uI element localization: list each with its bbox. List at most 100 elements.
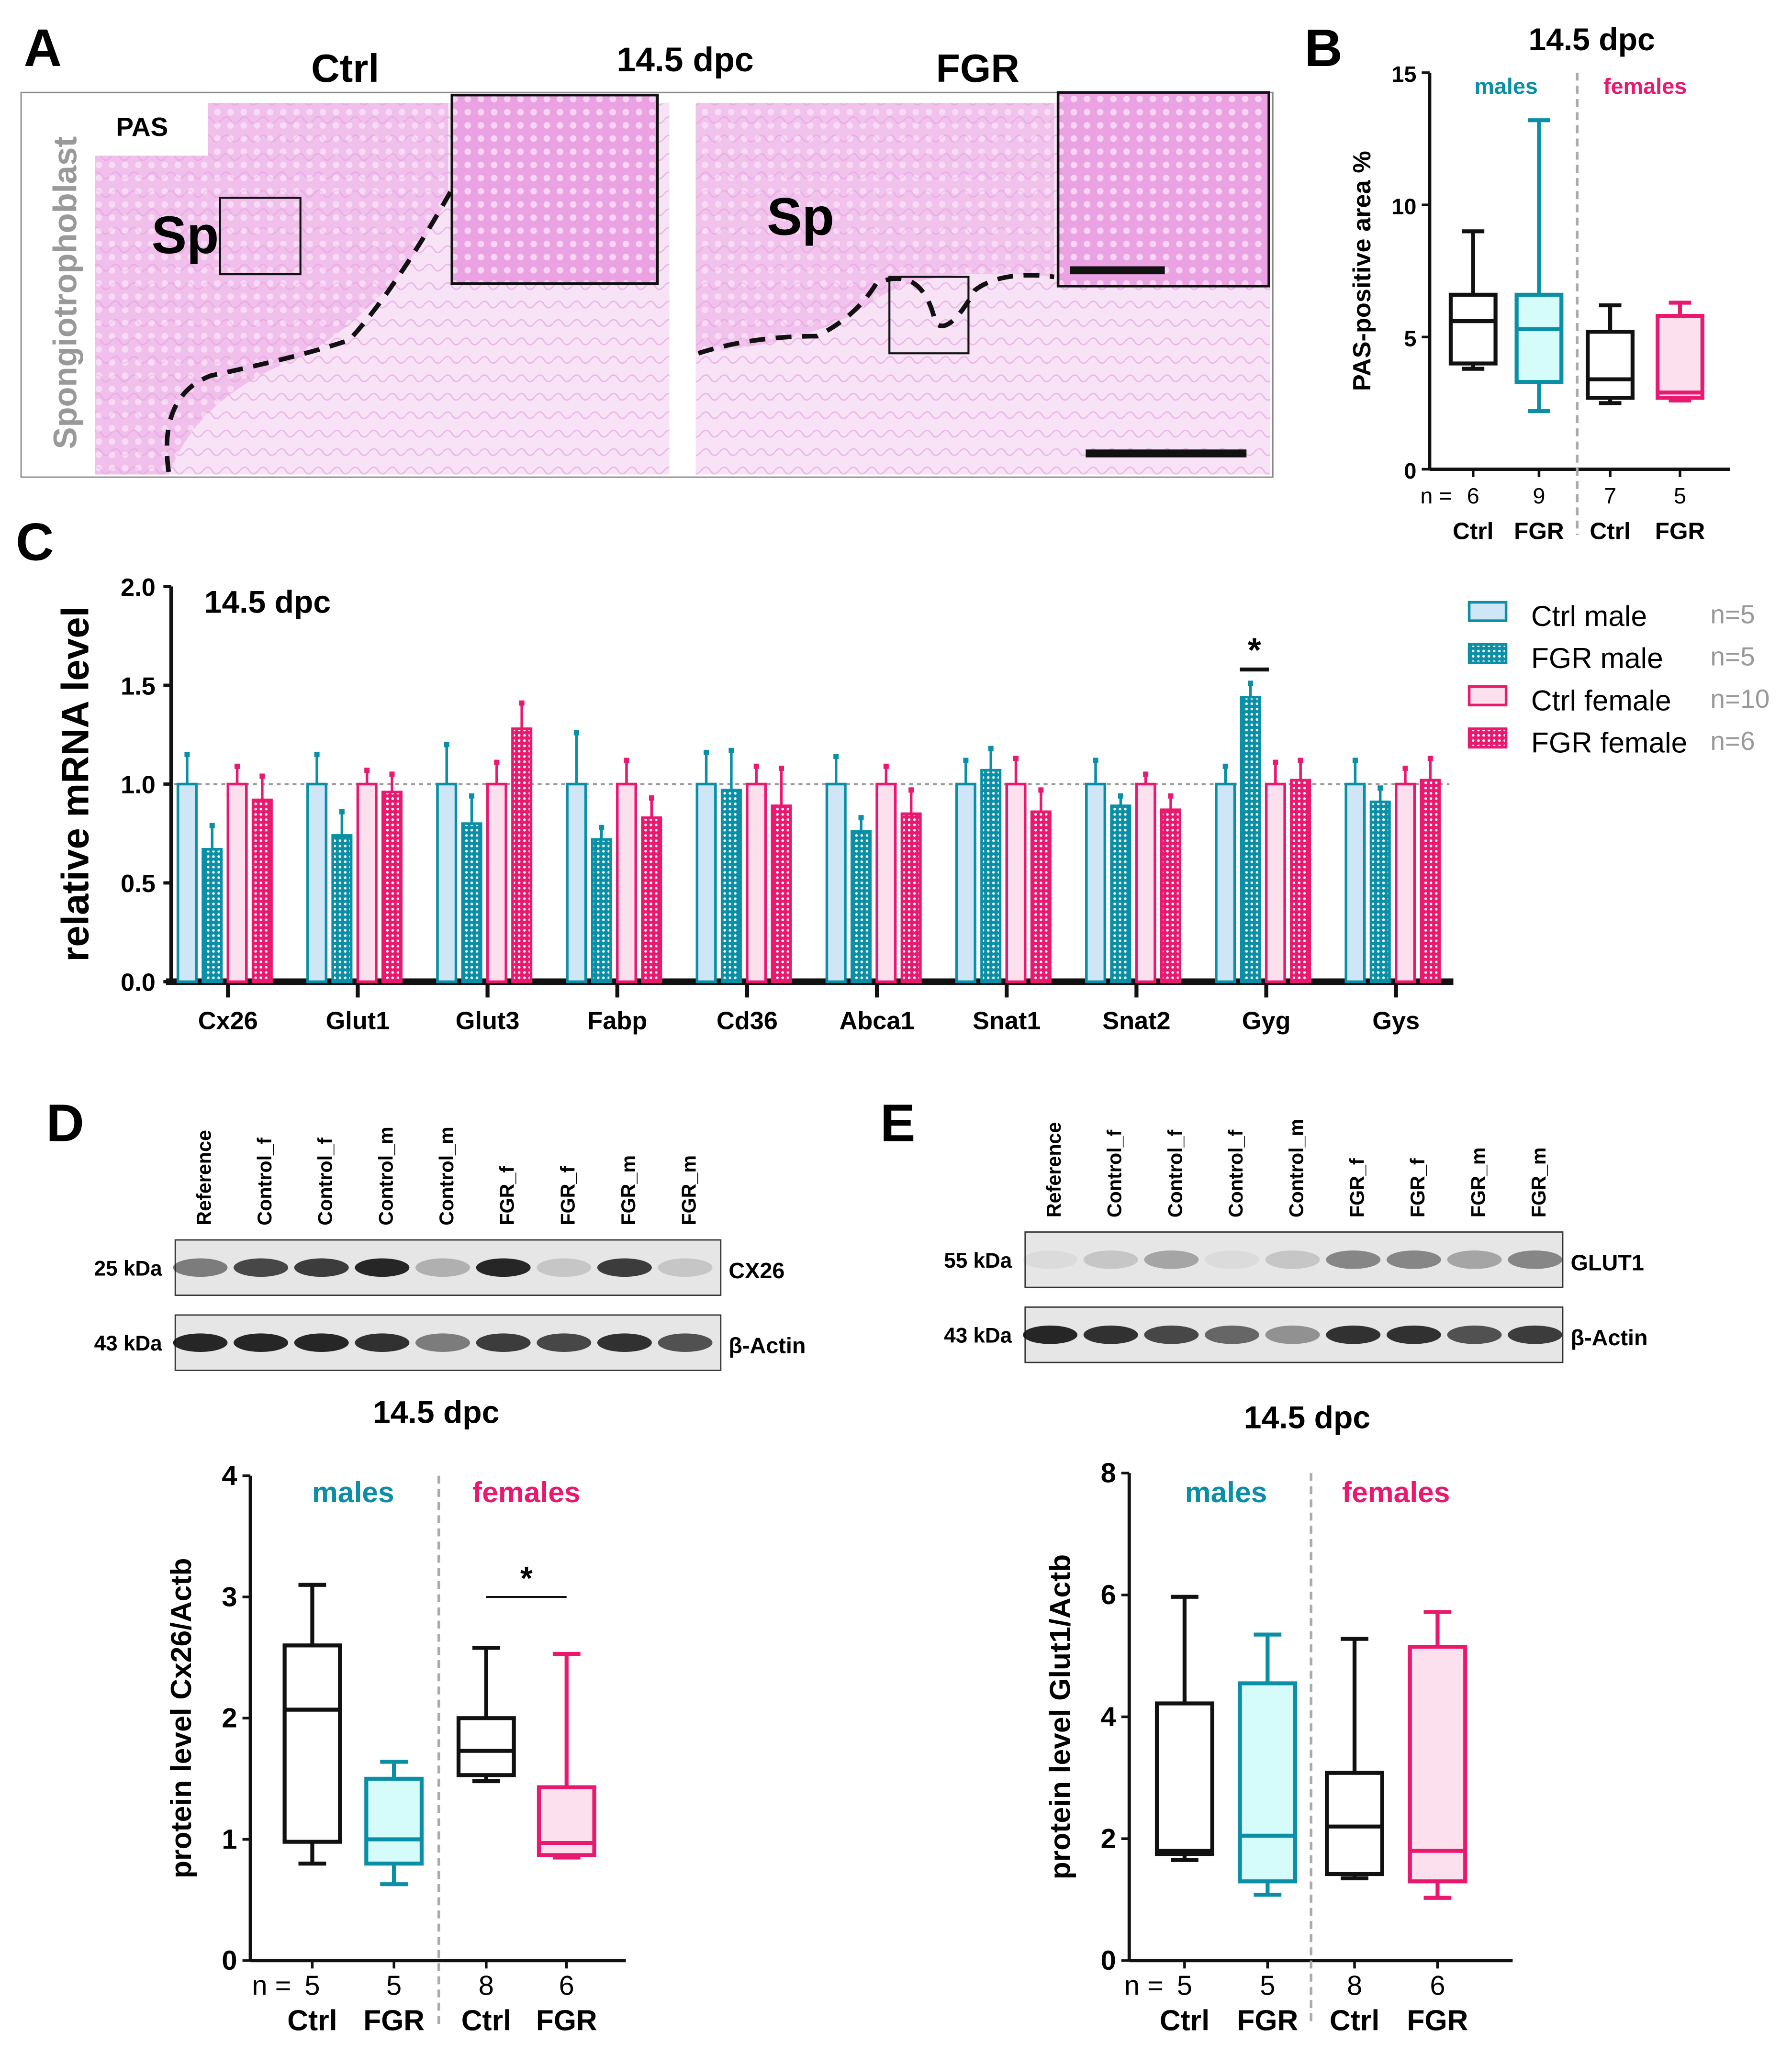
bar-ctrl-male: [1085, 782, 1107, 983]
group-x-label: FGR: [1237, 2004, 1298, 2037]
bar-fgr-male: [202, 848, 223, 983]
error-cap: [1352, 758, 1358, 763]
protein-label: CX26: [728, 1258, 784, 1283]
category-label: Glut1: [326, 1007, 390, 1035]
bar-fgr-male: [591, 838, 612, 983]
group-x-label: Ctrl: [1160, 2004, 1210, 2037]
n-value: 9: [1533, 483, 1545, 508]
box-male-fgr: [1238, 1632, 1298, 1897]
blot-band: [234, 1333, 289, 1352]
bar-fgr-female: [1030, 810, 1052, 983]
bar-ctrl-male: [306, 782, 328, 983]
bar-ctrl-female: [226, 782, 248, 983]
error-cap: [235, 763, 240, 769]
error-cap: [259, 773, 265, 779]
error-cap: [1298, 758, 1303, 763]
fgr-region-label: Sp: [767, 187, 834, 246]
lane-label: Control_f: [1104, 1129, 1126, 1217]
error-cap: [1402, 765, 1408, 771]
legend-n: n=10: [1710, 684, 1770, 714]
n-prefix: n =: [252, 1970, 291, 2001]
blot-band: [597, 1333, 652, 1352]
error-cap: [1168, 793, 1174, 799]
group-x-label: Ctrl: [287, 2004, 337, 2037]
n-value: 5: [1177, 1970, 1192, 2001]
bar-ctrl-male: [1215, 782, 1236, 983]
y-axis-label: protein level Cx26/Actb: [165, 1558, 197, 1878]
y-tick-label: 8: [1101, 1458, 1116, 1489]
side-label: Spongiotrophoblast: [47, 136, 84, 449]
error-cap: [1143, 771, 1149, 777]
ctrl-zoom-box: [219, 197, 302, 276]
lane-label: Control_f: [1164, 1129, 1186, 1217]
blot-band: [537, 1258, 592, 1277]
n-value: 5: [386, 1970, 402, 2001]
ctrl-spongiotrophoblast-region: [95, 103, 448, 475]
category-label: Glut3: [456, 1007, 520, 1035]
error-cap: [1038, 787, 1044, 793]
group-x-label: FGR: [1407, 2004, 1468, 2037]
category-label: Fabp: [587, 1007, 647, 1035]
panel-letter: C: [16, 513, 54, 571]
y-tick-label: 0.5: [121, 870, 156, 898]
box-female-ctrl: [1586, 303, 1635, 405]
lane-label: Control_m: [375, 1127, 397, 1225]
ctrl-boundary-line: [164, 183, 457, 472]
bar-ctrl-female: [746, 782, 767, 983]
box-iqr: [1238, 1681, 1298, 1884]
stain-label-bg: [95, 103, 208, 156]
error-cap: [988, 746, 994, 751]
group-x-label: FGR: [1655, 517, 1705, 544]
error-cap: [1093, 758, 1098, 763]
box-female-ctrl: [1325, 1637, 1384, 1881]
error-cap: [778, 765, 784, 771]
bar-fgr-male: [1240, 696, 1261, 983]
blot-band: [1023, 1250, 1078, 1269]
n-value: 7: [1604, 483, 1616, 508]
legend-swatch: [1467, 685, 1508, 707]
n-value: 6: [1467, 483, 1479, 508]
bar-fgr-male: [851, 830, 872, 983]
bar-ctrl-female: [875, 782, 897, 983]
blot-band: [1205, 1325, 1259, 1344]
n-value: 6: [1430, 1970, 1445, 2001]
bar-fgr-female: [1290, 779, 1311, 983]
blot-band: [355, 1333, 410, 1352]
y-tick-label: 3: [222, 1582, 237, 1612]
error-cap: [858, 815, 864, 821]
legend-n: n=5: [1710, 642, 1755, 671]
group-label-males: males: [1185, 1476, 1267, 1508]
protein-label: GLUT1: [1571, 1250, 1644, 1275]
error-cap: [833, 754, 839, 759]
y-tick-label: 4: [1101, 1702, 1116, 1732]
bar-ctrl-female: [1265, 782, 1286, 983]
box-iqr: [1154, 1701, 1214, 1856]
error-cap: [1378, 785, 1383, 791]
legend-label: FGR female: [1531, 726, 1687, 759]
bar-fgr-female: [900, 812, 922, 983]
error-cap: [963, 758, 969, 763]
error-cap: [1222, 763, 1228, 769]
ctrl-label: Ctrl: [311, 46, 379, 90]
n-value: 5: [1674, 483, 1686, 508]
error-cap: [753, 763, 759, 769]
box-female-fgr: [1408, 1610, 1467, 1900]
significance-star: *: [520, 1561, 533, 1596]
lane-label: Control_m: [1286, 1119, 1308, 1217]
fgr-inset: [1056, 91, 1270, 288]
bar-fgr-male: [980, 769, 1002, 983]
category-label: Gyg: [1242, 1007, 1291, 1035]
y-tick-label: 1: [222, 1824, 237, 1855]
blot-band: [234, 1258, 289, 1277]
y-axis-label: PAS-positive area %: [1348, 151, 1376, 391]
blot-band: [658, 1258, 713, 1277]
error-cap: [728, 748, 734, 753]
blot-membrane-glut1: [1024, 1231, 1564, 1288]
box-female-fgr: [1656, 301, 1704, 403]
y-tick-label: 1.0: [121, 771, 156, 799]
error-cap: [389, 771, 395, 777]
lane-label: Reference: [1043, 1122, 1065, 1218]
category-label: Snat1: [973, 1007, 1041, 1035]
box-male-ctrl: [282, 1583, 342, 1866]
legend-swatch: [1467, 727, 1508, 749]
